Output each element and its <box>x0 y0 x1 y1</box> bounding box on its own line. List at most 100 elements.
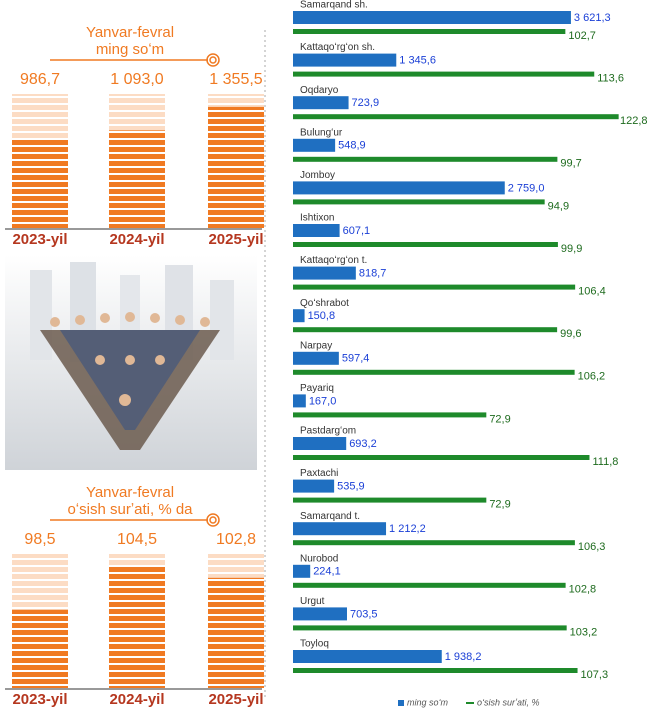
legend-label: ming soʻm <box>407 697 449 707</box>
value-label: 103,2 <box>570 626 598 638</box>
value-label: 818,7 <box>359 268 387 280</box>
value-label: 99,6 <box>560 328 581 340</box>
category-label: 2024-yil <box>109 231 164 248</box>
category-label: 2023-yil <box>12 691 67 708</box>
bar <box>293 607 347 621</box>
bar <box>293 582 566 588</box>
category-label: 2024-yil <box>109 691 164 708</box>
value-label: 1 093,0 <box>110 71 163 88</box>
panel-subtitle: oʻsish surʼati, % da <box>67 501 193 518</box>
value-label: 106,4 <box>578 286 606 298</box>
value-label: 122,8 <box>620 115 648 127</box>
bar <box>293 369 575 375</box>
value-label: 1 938,2 <box>445 651 482 663</box>
value-label: 548,9 <box>338 140 366 152</box>
column <box>109 565 165 688</box>
value-label: 3 621,3 <box>574 12 611 24</box>
value-label: 2 759,0 <box>508 182 545 194</box>
category-label: Kattaqoʻrgʻon t. <box>300 254 367 266</box>
bar <box>293 564 311 578</box>
value-label: 111,8 <box>592 456 618 468</box>
column <box>208 577 264 688</box>
value-label: 102,8 <box>569 584 597 596</box>
value-label: 106,3 <box>578 541 606 553</box>
title-dot <box>209 516 217 524</box>
bar <box>293 11 571 24</box>
panel-title: Yanvar-fevral <box>86 484 174 501</box>
title-dot <box>209 56 217 64</box>
value-label: 72,9 <box>489 413 510 425</box>
value-label: 99,7 <box>560 158 581 170</box>
category-label: Payariq <box>300 383 334 394</box>
category-label: Urgut <box>300 596 325 607</box>
bar <box>293 668 578 673</box>
value-label: 107,3 <box>581 669 609 681</box>
category-label: Oqdaryo <box>300 85 339 96</box>
value-label: 597,4 <box>342 353 370 365</box>
bar <box>293 53 397 67</box>
category-label: 2023-yil <box>12 231 67 248</box>
bar <box>293 242 558 247</box>
value-label: 703,5 <box>350 608 378 620</box>
category-label: Pastdargʻom <box>300 425 356 437</box>
panel-title: Yanvar-fevral <box>86 24 174 41</box>
category-label: Ishtixon <box>300 213 334 224</box>
value-label: 99,9 <box>561 243 582 255</box>
bar <box>293 309 305 323</box>
category-label: 2025-yil <box>208 691 263 708</box>
category-label: Qoʻshrabot <box>300 297 349 309</box>
value-label: 104,5 <box>117 531 157 548</box>
value-label: 106,2 <box>578 371 606 383</box>
category-label: Samarqand t. <box>300 511 360 522</box>
category-label: Nurobod <box>300 553 338 564</box>
bar <box>293 29 566 34</box>
bar <box>293 455 590 460</box>
bar <box>293 625 567 631</box>
category-label: Jomboy <box>300 170 335 181</box>
value-label: 98,5 <box>24 531 55 548</box>
column <box>208 106 264 228</box>
category-label: Toyloq <box>300 639 329 650</box>
bar <box>293 224 340 237</box>
bar <box>293 114 619 120</box>
category-label: Paxtachi <box>300 468 338 479</box>
crowd-image <box>5 255 257 470</box>
bar <box>293 181 505 195</box>
value-label: 150,8 <box>308 310 336 322</box>
category-label: Kattaqoʻrgʻon sh. <box>300 41 375 53</box>
title-dot <box>206 513 220 527</box>
value-label: 102,7 <box>568 30 596 42</box>
value-label: 1 345,6 <box>399 55 436 67</box>
value-label: 1 355,5 <box>209 71 262 88</box>
value-label: 94,9 <box>548 200 569 212</box>
bar <box>293 266 356 280</box>
category-label: Samarqand sh. <box>300 0 368 11</box>
column <box>12 609 68 688</box>
category-label: Narpay <box>300 340 332 351</box>
bar <box>293 394 306 408</box>
value-label: 113,6 <box>597 73 624 85</box>
panel-subtitle: ming soʻm <box>96 41 164 58</box>
bar <box>293 96 349 110</box>
bar <box>293 479 335 493</box>
legend-swatch <box>398 700 404 706</box>
bar <box>293 199 545 205</box>
legend-label: oʻsish surʼati, % <box>477 697 540 707</box>
bar <box>293 497 487 503</box>
value-label: 167,0 <box>309 395 337 407</box>
bar <box>293 138 336 152</box>
bar <box>293 540 575 546</box>
bar <box>293 156 558 162</box>
bar <box>293 351 339 365</box>
value-label: 1 212,2 <box>389 523 426 535</box>
bar <box>293 412 487 418</box>
value-label: 986,7 <box>20 71 60 88</box>
bar <box>293 71 595 77</box>
value-label: 693,2 <box>349 438 377 450</box>
value-label: 72,9 <box>489 499 510 511</box>
title-dot <box>206 53 220 67</box>
column <box>12 139 68 228</box>
bar <box>293 650 442 663</box>
category-label: 2025-yil <box>208 231 263 248</box>
